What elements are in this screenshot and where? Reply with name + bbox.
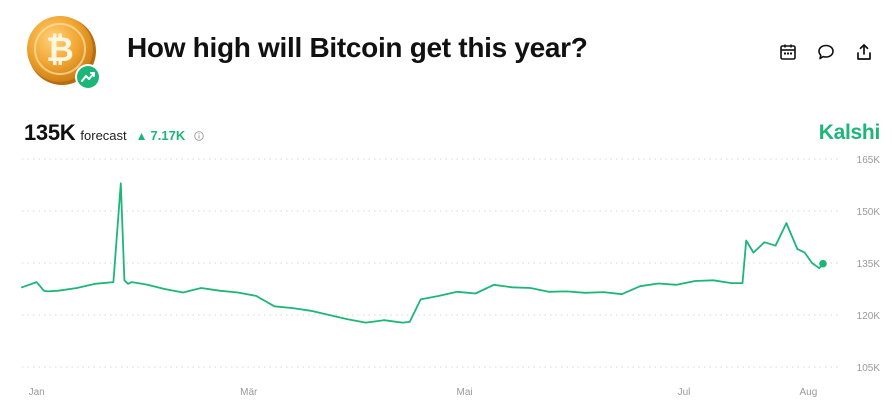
forecast-change: ▲ 7.17K <box>136 128 186 143</box>
data-point <box>694 280 696 282</box>
share-button[interactable] <box>854 42 874 62</box>
data-point <box>785 222 788 224</box>
data-point <box>657 282 660 285</box>
data-point <box>328 314 330 316</box>
y-tick-label: 135K <box>857 259 881 270</box>
data-point <box>811 262 813 264</box>
data-point <box>676 284 678 286</box>
data-point <box>420 298 422 300</box>
data-point <box>76 287 78 289</box>
bitcoin-logo: ₿ <box>22 14 104 94</box>
calendar-button[interactable] <box>778 42 798 62</box>
data-point <box>438 295 440 297</box>
data-point <box>383 319 385 321</box>
data-point <box>409 321 411 323</box>
current-value-marker <box>819 259 827 268</box>
data-point <box>43 290 45 292</box>
data-point <box>237 291 239 294</box>
data-point <box>493 284 495 286</box>
data-point <box>57 290 60 292</box>
data-point <box>474 292 477 295</box>
page-title: How high will Bitcoin get this year? <box>127 32 588 63</box>
data-point <box>127 283 129 285</box>
info-icon[interactable] <box>194 131 205 141</box>
data-point <box>741 282 744 284</box>
data-point <box>752 252 755 254</box>
calendar-icon <box>780 44 796 60</box>
data-point <box>200 287 202 289</box>
share-icon <box>857 44 871 60</box>
header-actions <box>778 42 874 62</box>
data-point <box>804 252 806 254</box>
data-point <box>94 283 96 285</box>
x-tick-label: Mär <box>240 387 258 398</box>
data-point <box>273 305 275 307</box>
data-point <box>818 267 820 269</box>
data-point <box>120 182 122 184</box>
comment-icon <box>818 44 834 60</box>
data-point <box>182 291 184 294</box>
data-point <box>763 241 766 243</box>
x-tick-label: Aug <box>799 387 817 398</box>
forecast-label: forecast <box>80 128 127 143</box>
data-point <box>602 291 605 293</box>
data-point <box>774 245 777 247</box>
series-line <box>21 182 824 324</box>
comment-button[interactable] <box>816 42 836 62</box>
data-point <box>112 281 115 283</box>
data-point <box>621 293 623 295</box>
data-point <box>164 288 166 290</box>
data-point <box>310 310 312 312</box>
data-point <box>730 282 733 284</box>
data-point <box>529 287 531 289</box>
y-tick-label: 150K <box>857 207 881 218</box>
forecast-value: 135K <box>24 120 76 145</box>
forecast-change-value: 7.17K <box>150 128 186 143</box>
y-tick-label: 105K <box>857 363 881 374</box>
data-point <box>145 283 147 286</box>
x-tick-label: Mai <box>456 387 472 398</box>
data-point <box>47 290 49 293</box>
data-point <box>123 279 126 281</box>
y-tick-label: 165K <box>857 155 881 166</box>
data-point <box>456 291 458 293</box>
data-point <box>548 291 550 293</box>
data-point <box>292 307 294 309</box>
data-point <box>401 322 403 324</box>
data-point <box>255 295 257 297</box>
data-point <box>21 286 23 288</box>
data-point <box>796 248 798 250</box>
x-tick-label: Jul <box>678 387 691 398</box>
x-tick-label: Jan <box>29 387 45 398</box>
data-point <box>712 279 714 281</box>
data-point <box>584 292 586 294</box>
arrow-up-icon: ▲ <box>135 129 148 143</box>
data-point <box>365 322 367 324</box>
data-point <box>346 318 349 320</box>
data-point <box>36 281 38 283</box>
y-tick-label: 120K <box>857 311 881 322</box>
svg-text:₿: ₿ <box>46 30 74 70</box>
data-point <box>131 281 133 283</box>
data-point <box>566 290 568 293</box>
data-point <box>218 290 221 292</box>
data-point <box>511 286 513 288</box>
data-point <box>639 285 641 287</box>
kalshi-brand[interactable]: Kalshi <box>818 121 881 144</box>
forecast-summary: 135K forecast ▲ 7.17K <box>24 120 205 146</box>
data-point <box>745 239 747 242</box>
